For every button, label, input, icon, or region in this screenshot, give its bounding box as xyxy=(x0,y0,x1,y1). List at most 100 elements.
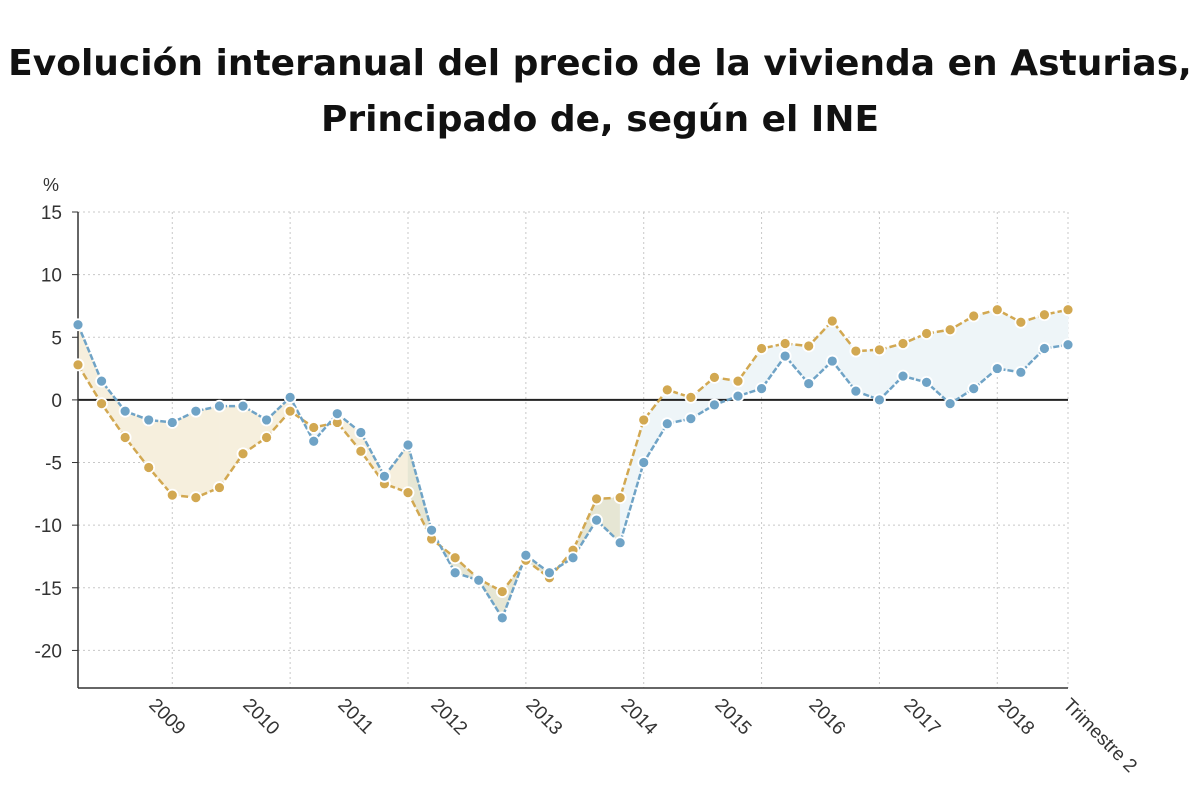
x-tick-label: 2011 xyxy=(333,695,377,739)
series-gap-fill xyxy=(148,419,173,496)
data-point-gold xyxy=(1014,315,1028,329)
x-axis-tick-labels: 2009 2010 2011 2012 2013 2014 2015 2016 2017 2018… xyxy=(144,695,1140,777)
data-point-gold xyxy=(849,344,863,358)
data-point-blue xyxy=(189,404,203,418)
data-point-blue xyxy=(708,398,721,412)
data-point-blue xyxy=(755,382,768,396)
y-tick-label: -10 xyxy=(35,516,62,537)
data-point-blue xyxy=(95,374,108,388)
y-tick-label: 10 xyxy=(41,266,62,287)
data-point-gold xyxy=(354,444,368,458)
data-point-gold xyxy=(778,337,792,350)
x-tick-label: 2013 xyxy=(521,695,566,740)
data-point-gold xyxy=(660,383,674,397)
data-point-gold xyxy=(613,491,627,505)
data-point-blue xyxy=(849,384,863,398)
x-tick-label: 2016 xyxy=(804,695,849,740)
data-point-gold xyxy=(165,488,179,502)
data-point-gold xyxy=(920,327,933,340)
series-points xyxy=(71,303,1075,625)
x-tick-label: 2015 xyxy=(710,695,755,740)
data-point-blue xyxy=(71,318,85,332)
data-point-blue xyxy=(330,407,344,421)
data-point-blue xyxy=(543,566,556,580)
data-point-gold xyxy=(118,431,132,444)
series-gap-fill xyxy=(973,309,998,390)
data-point-gold xyxy=(448,551,462,565)
series-gap-fill xyxy=(808,320,833,385)
data-point-blue xyxy=(637,456,651,469)
data-point-gold xyxy=(967,309,981,323)
data-point-blue xyxy=(425,523,438,537)
data-point-blue xyxy=(896,369,910,383)
x-tick-label: 2010 xyxy=(238,695,283,740)
data-point-blue xyxy=(142,413,156,427)
y-tick-label: 15 xyxy=(41,203,62,224)
data-point-gold xyxy=(1061,303,1075,317)
series-gap-fill xyxy=(619,419,644,543)
chart-title: Evolución interanual del precio de la vi… xyxy=(0,36,1200,148)
data-point-gold xyxy=(755,342,768,355)
data-point-gold xyxy=(684,390,698,404)
data-point-blue xyxy=(731,389,745,403)
data-point-gold xyxy=(307,421,321,434)
data-point-blue xyxy=(118,404,132,418)
y-tick-label: 5 xyxy=(51,328,62,349)
y-axis-tick-labels: 15 10 5 0 -5 -10 -15 -20 xyxy=(35,203,62,662)
data-point-gold xyxy=(213,481,226,494)
x-tick-label: 2009 xyxy=(144,695,189,740)
chart-title-line-2: Principado de, según el INE xyxy=(320,99,880,140)
data-point-blue xyxy=(401,438,415,452)
axes xyxy=(72,211,1068,689)
data-point-blue xyxy=(1038,342,1051,355)
x-tick-label: Trimestre 2 xyxy=(1058,695,1140,777)
data-point-blue xyxy=(566,551,580,565)
x-tick-label: 2017 xyxy=(899,695,944,740)
data-point-gold xyxy=(401,486,415,499)
data-point-gold xyxy=(71,358,85,372)
data-point-gold xyxy=(825,314,839,328)
data-point-blue xyxy=(378,469,391,483)
data-point-gold xyxy=(236,447,250,461)
data-point-gold xyxy=(896,337,910,350)
data-point-gold xyxy=(260,431,273,444)
data-point-blue xyxy=(825,354,839,368)
data-point-gold xyxy=(802,339,816,353)
y-tick-label: -5 xyxy=(45,454,62,475)
data-point-blue xyxy=(307,434,321,448)
x-tick-label: 2014 xyxy=(616,695,661,740)
data-point-blue xyxy=(354,426,368,439)
data-point-gold xyxy=(95,397,108,411)
data-point-blue xyxy=(590,513,603,527)
y-tick-label: 0 xyxy=(51,391,62,412)
series-gap-fill xyxy=(219,405,244,489)
data-point-blue xyxy=(236,399,250,413)
data-point-blue xyxy=(684,412,698,426)
y-axis-unit: % xyxy=(43,175,59,195)
data-point-gold xyxy=(990,303,1004,317)
data-point-blue xyxy=(967,382,981,396)
data-point-gold xyxy=(189,491,203,505)
data-point-gold xyxy=(283,404,297,418)
data-point-blue xyxy=(778,349,792,363)
data-point-blue xyxy=(448,566,462,580)
data-point-blue xyxy=(213,399,226,413)
data-point-blue xyxy=(1061,338,1075,352)
y-tick-label: -20 xyxy=(35,641,62,662)
data-point-blue xyxy=(519,548,533,562)
data-point-blue xyxy=(260,413,273,427)
data-point-blue xyxy=(283,390,297,404)
data-point-gold xyxy=(142,461,156,474)
x-tick-label: 2018 xyxy=(993,695,1038,740)
chart-title-line-1: Evolución interanual del precio de la vi… xyxy=(8,43,1192,84)
data-point-blue xyxy=(873,393,886,407)
data-point-gold xyxy=(590,492,603,506)
y-tick-label: -15 xyxy=(35,579,62,600)
data-point-blue xyxy=(1014,365,1028,379)
data-point-gold xyxy=(731,374,745,388)
data-point-blue xyxy=(165,416,179,429)
data-point-gold xyxy=(708,370,721,384)
data-point-blue xyxy=(802,377,816,391)
data-point-gold xyxy=(495,585,509,598)
